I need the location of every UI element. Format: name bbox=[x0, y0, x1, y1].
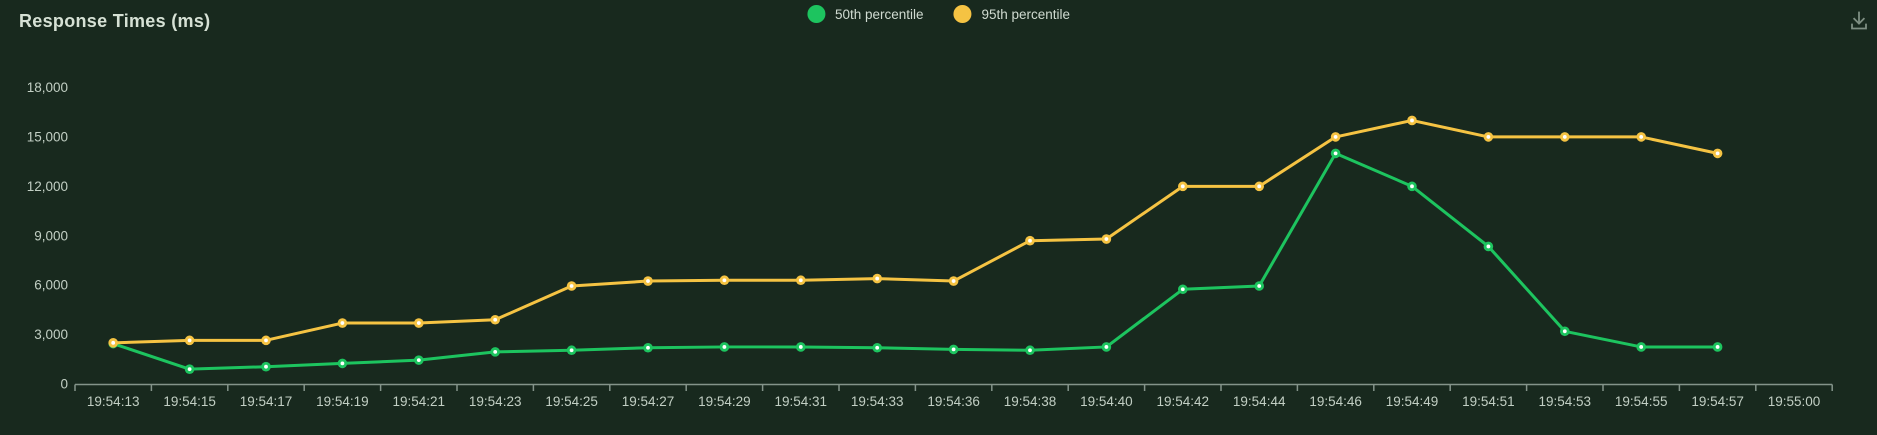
y-axis-tick-label: 15,000 bbox=[27, 129, 68, 144]
x-axis-tick-label: 19:54:53 bbox=[1539, 394, 1592, 409]
data-point-center bbox=[1410, 118, 1414, 123]
x-axis-tick-label: 19:54:29 bbox=[698, 394, 751, 409]
data-point-center bbox=[646, 345, 650, 350]
x-axis-tick-label: 19:54:27 bbox=[622, 394, 675, 409]
y-axis-tick-label: 9,000 bbox=[34, 228, 68, 243]
data-point-center bbox=[1562, 135, 1567, 139]
p95-legend-dot-icon bbox=[953, 5, 972, 23]
p50-line bbox=[111, 151, 1720, 371]
x-axis-tick-label: 19:54:31 bbox=[775, 394, 828, 409]
x-axis-tick-label: 19:54:15 bbox=[163, 394, 216, 409]
data-point-center bbox=[340, 321, 345, 325]
data-point-center bbox=[1104, 237, 1109, 241]
legend-item-95th-percentile[interactable]: 95th percentile bbox=[953, 5, 1071, 23]
chart-legend: 50th percentile 95th percentile bbox=[806, 4, 1071, 24]
x-axis-tick-label: 19:54:25 bbox=[545, 394, 598, 409]
x-axis-tick-label: 19:54:17 bbox=[240, 394, 293, 409]
x-axis-tick-label: 19:54:44 bbox=[1233, 394, 1286, 409]
data-point-center bbox=[1639, 345, 1644, 349]
data-point-center bbox=[1333, 151, 1338, 156]
data-point-center bbox=[875, 345, 880, 350]
data-point-center bbox=[1562, 329, 1567, 334]
data-point-center bbox=[951, 347, 956, 352]
y-axis-tick-label: 6,000 bbox=[34, 278, 68, 293]
data-point-center bbox=[1639, 135, 1644, 139]
data-point-center bbox=[264, 338, 268, 343]
data-point-center bbox=[111, 340, 116, 345]
y-axis-tick-label: 12,000 bbox=[27, 179, 68, 194]
data-point-center bbox=[1410, 184, 1414, 189]
x-axis-tick-label: 19:54:42 bbox=[1157, 394, 1210, 409]
y-axis-tick-label: 0 bbox=[60, 377, 68, 392]
data-point-center bbox=[569, 284, 574, 288]
x-axis-tick-label: 19:55:00 bbox=[1768, 394, 1821, 409]
data-point-center bbox=[493, 349, 498, 354]
x-axis-tick-label: 19:54:21 bbox=[393, 394, 446, 409]
x-axis-tick-label: 19:54:23 bbox=[469, 394, 522, 409]
data-point-center bbox=[493, 317, 498, 322]
panel-title: Response Times (ms) bbox=[19, 11, 211, 31]
data-point-center bbox=[722, 278, 727, 283]
data-point-center bbox=[722, 345, 727, 349]
data-point-center bbox=[340, 361, 345, 366]
y-axis-tick-label: 18,000 bbox=[27, 80, 68, 95]
data-point-center bbox=[1257, 284, 1262, 288]
data-point-center bbox=[1104, 345, 1109, 349]
data-point-center bbox=[1257, 184, 1262, 189]
data-point-center bbox=[1028, 348, 1032, 353]
p95-line bbox=[111, 118, 1720, 345]
data-point-center bbox=[1180, 184, 1185, 189]
download-icon[interactable] bbox=[1847, 9, 1871, 33]
x-axis-tick-label: 19:54:57 bbox=[1691, 394, 1744, 409]
legend-label-95th-percentile: 95th percentile bbox=[981, 6, 1071, 22]
x-axis-tick-label: 19:54:49 bbox=[1386, 394, 1439, 409]
data-point-center bbox=[1486, 244, 1491, 249]
legend-label-50th-percentile: 50th percentile bbox=[834, 6, 924, 22]
data-point-center bbox=[187, 367, 192, 372]
data-point-center bbox=[1715, 345, 1720, 349]
data-point-center bbox=[646, 279, 650, 283]
x-axis-tick-label: 19:54:36 bbox=[927, 394, 980, 409]
data-point-center bbox=[1486, 135, 1491, 139]
x-axis-tick-label: 19:54:38 bbox=[1004, 394, 1057, 409]
x-axis-tick-label: 19:54:40 bbox=[1080, 394, 1133, 409]
data-point-center bbox=[951, 279, 956, 283]
download-arrow-tray-glyph bbox=[1851, 11, 1867, 30]
data-point-center bbox=[1028, 238, 1032, 243]
x-axis-tick-label: 19:54:51 bbox=[1462, 394, 1515, 409]
data-point-center bbox=[569, 348, 574, 353]
data-point-center bbox=[1715, 151, 1720, 156]
x-axis-tick-label: 19:54:13 bbox=[87, 394, 140, 409]
x-axis-tick-label: 19:54:33 bbox=[851, 394, 904, 409]
data-point-center bbox=[875, 276, 880, 281]
data-point-center bbox=[798, 278, 803, 283]
data-point-center bbox=[1180, 287, 1185, 292]
x-axis-tick-label: 19:54:46 bbox=[1309, 394, 1362, 409]
data-point-center bbox=[798, 345, 803, 349]
data-point-center bbox=[416, 358, 421, 363]
data-point-center bbox=[264, 364, 268, 369]
data-point-center bbox=[416, 321, 421, 325]
legend-item-50th-percentile[interactable]: 50th percentile bbox=[806, 5, 924, 23]
x-axis-tick-label: 19:54:55 bbox=[1615, 394, 1668, 409]
p50-legend-dot-icon bbox=[806, 5, 825, 23]
x-axis-tick-label: 19:54:19 bbox=[316, 394, 369, 409]
data-point-center bbox=[187, 338, 192, 343]
data-point-center bbox=[1333, 135, 1338, 139]
y-axis-tick-label: 3,000 bbox=[34, 327, 68, 342]
